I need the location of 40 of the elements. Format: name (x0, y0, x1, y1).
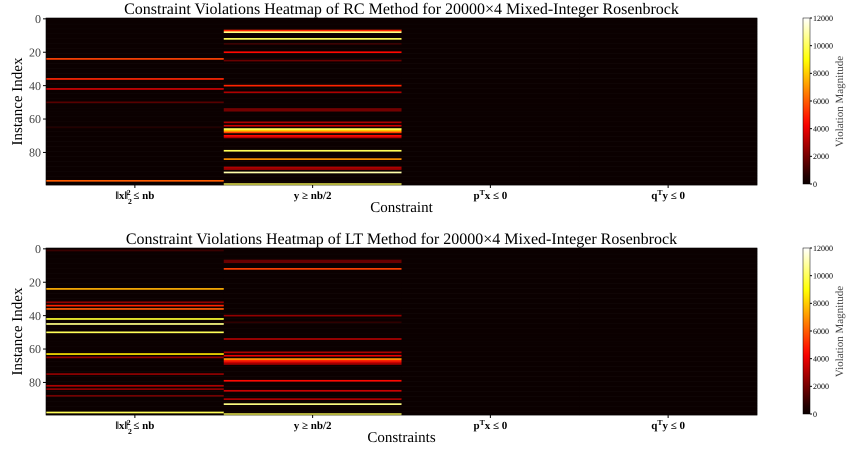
x-tick-label: q$^{T}$y ≤ 0 (651, 188, 686, 202)
color-bar-label: 8000 (813, 69, 829, 78)
color-bar-label: 8000 (813, 299, 829, 308)
y-tick-label: 0 (35, 12, 41, 26)
y-tick-label: 60 (29, 112, 41, 126)
y-tick-label: 20 (29, 45, 41, 60)
color-bar-label: 12000 (813, 244, 833, 253)
x-tick-label: ‖x‖$_{2}$$^{2}$ ≤ nb (115, 418, 154, 436)
x-tick-label: y ≥ nb/2 (294, 190, 332, 202)
color-bar-label: 2000 (813, 152, 829, 162)
color-bar-label: 2000 (813, 382, 829, 392)
color-bar-label: 6000 (813, 96, 829, 106)
x-tick-label: q$^{T}$y ≤ 0 (651, 418, 686, 432)
x-tick-label: p$^{T}$x ≤ 0 (473, 188, 508, 202)
x-tick-label: y ≥ nb/2 (294, 420, 332, 432)
x-axis-title: Constraint (370, 200, 434, 216)
x-axis-title: Constraints (367, 430, 436, 446)
y-axis-title: Instance Index (10, 57, 26, 146)
color-bar-label: 0 (813, 180, 817, 189)
color-bar-label: 4000 (813, 124, 829, 134)
color-bar-title: Violation Magnitude (834, 286, 846, 378)
y-tick-label: 60 (29, 342, 41, 356)
color-bar-title: Violation Magnitude (834, 56, 846, 148)
color-bar-label: 10000 (813, 271, 833, 280)
y-tick-label: 80 (29, 146, 41, 160)
color-bar-label: 12000 (813, 14, 833, 23)
y-tick-label: 40 (29, 308, 41, 323)
y-tick-label: 40 (29, 78, 41, 93)
y-axis-title: Instance Index (10, 287, 26, 376)
color-bar-label: 0 (813, 410, 817, 419)
chart-title: Constraint Violations Heatmap of LT Method for 20000×4 Mixed-Integer Rosenbrock (126, 231, 678, 248)
color-bar-label: 4000 (813, 354, 829, 364)
chart-title: Constraint Violations Heatmap of RC Method for 20000×4 Mixed-Integer Rosenbrock (124, 1, 679, 18)
color-bar-label: 6000 (813, 326, 829, 336)
x-tick-label: p$^{T}$x ≤ 0 (473, 418, 508, 432)
y-tick-label: 0 (35, 242, 41, 256)
y-tick-label: 20 (29, 275, 41, 290)
color-bar-label: 10000 (813, 41, 833, 50)
y-tick-label: 80 (29, 376, 41, 390)
x-tick-label: ‖x‖$_{2}$$^{2}$ ≤ nb (115, 188, 154, 206)
